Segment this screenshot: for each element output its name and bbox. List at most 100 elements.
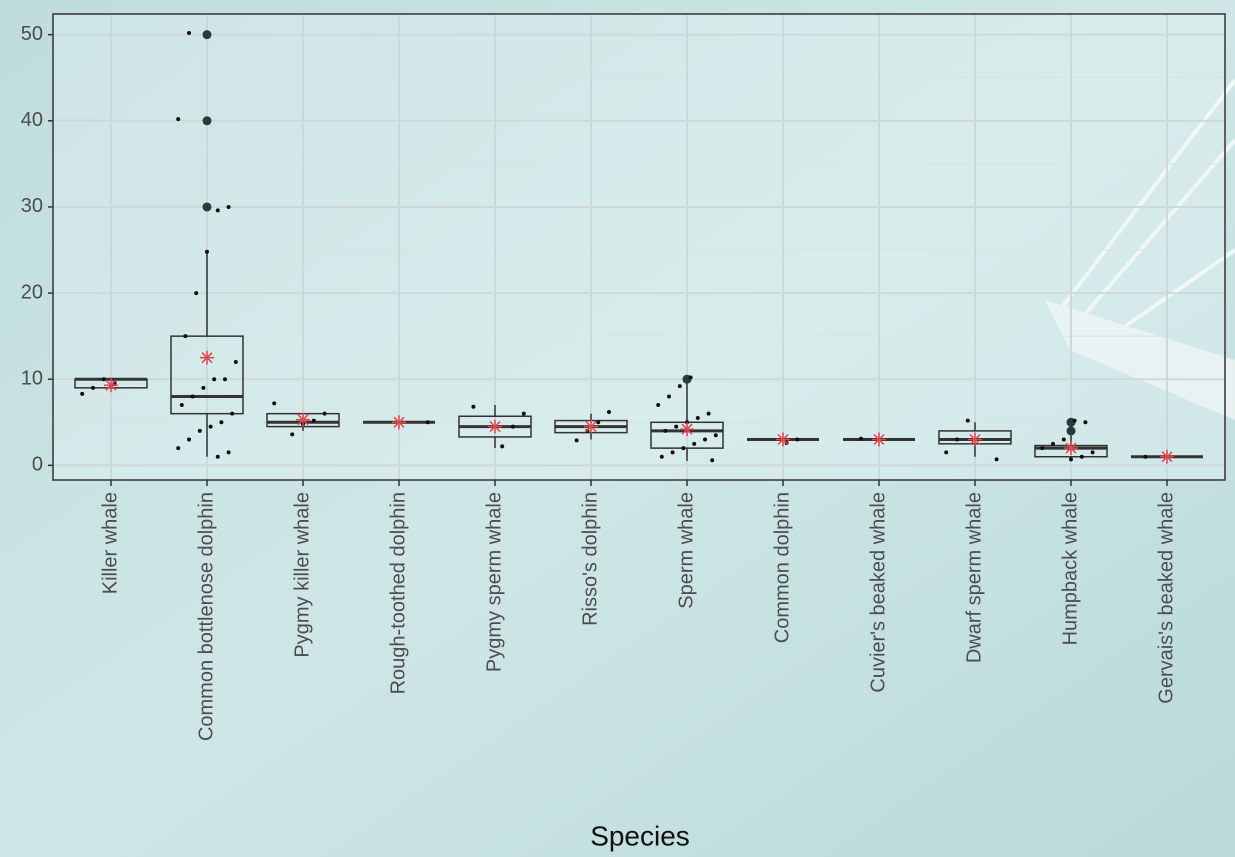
data-point — [671, 450, 675, 454]
x-tick-label: Pygmy killer whale — [291, 492, 313, 658]
x-tick-label: Common bottlenose dolphin — [195, 492, 217, 741]
x-tick-label: Sperm whale — [675, 492, 697, 609]
x-tick-label: Risso's dolphin — [579, 492, 601, 626]
data-point — [227, 450, 231, 454]
data-point — [272, 401, 276, 405]
mean-marker — [680, 422, 694, 436]
data-point — [212, 377, 216, 381]
data-point — [511, 425, 515, 429]
y-tick-label: 50 — [21, 23, 43, 45]
data-point — [180, 403, 184, 407]
data-point — [681, 446, 685, 450]
data-point — [191, 394, 195, 398]
outlier — [203, 30, 212, 39]
data-point — [859, 437, 863, 441]
data-point — [201, 386, 205, 390]
data-point — [689, 375, 693, 379]
x-tick-label: Pygmy sperm whale — [483, 492, 505, 672]
data-point — [80, 392, 84, 396]
x-tick-label: Common dolphin — [771, 492, 793, 643]
data-point — [955, 438, 959, 442]
data-point — [1091, 450, 1095, 454]
y-tick-label: 10 — [21, 368, 43, 390]
data-point — [216, 208, 220, 212]
y-tick-label: 20 — [21, 281, 43, 303]
y-tick-label: 40 — [21, 109, 43, 131]
mean-marker — [392, 415, 406, 429]
x-tick-label: Humpback whale — [1059, 492, 1081, 645]
outlier — [203, 116, 212, 125]
x-tick-label: Dwarf sperm whale — [963, 492, 985, 663]
x-tick-label: Gervais's beaked whale — [1155, 492, 1177, 704]
mean-marker — [488, 420, 502, 434]
data-point — [102, 377, 106, 381]
data-point — [710, 458, 714, 462]
data-point — [176, 117, 180, 121]
data-point — [663, 429, 667, 433]
mean-marker — [872, 433, 886, 447]
data-point — [966, 419, 970, 423]
data-point — [656, 403, 660, 407]
mean-marker — [584, 420, 598, 434]
data-point — [323, 412, 327, 416]
outlier — [203, 202, 212, 211]
data-point — [219, 420, 223, 424]
data-point — [707, 412, 711, 416]
data-point — [995, 457, 999, 461]
data-point — [522, 412, 526, 416]
data-point — [1080, 455, 1084, 459]
x-tick-label: Rough-toothed dolphin — [387, 492, 409, 694]
mean-marker — [968, 433, 982, 447]
data-point — [426, 420, 430, 424]
data-point — [312, 419, 316, 423]
y-tick-label: 30 — [21, 195, 43, 217]
data-point — [1062, 438, 1066, 442]
data-point — [230, 412, 234, 416]
data-point — [1051, 442, 1055, 446]
data-point — [205, 250, 209, 254]
data-point — [674, 425, 678, 429]
data-point — [1083, 420, 1087, 424]
data-point — [1073, 419, 1077, 423]
data-point — [176, 446, 180, 450]
data-point — [187, 31, 191, 35]
x-tick-label: Cuvier's beaked whale — [867, 492, 889, 693]
data-point — [227, 205, 231, 209]
outlier — [1067, 426, 1076, 435]
data-point — [183, 334, 187, 338]
data-point — [187, 438, 191, 442]
data-point — [596, 420, 600, 424]
data-point — [209, 425, 213, 429]
data-point — [660, 455, 664, 459]
data-point — [703, 438, 707, 442]
data-point — [223, 377, 227, 381]
mean-marker — [1160, 450, 1174, 464]
data-point — [198, 429, 202, 433]
data-point — [216, 455, 220, 459]
data-point — [91, 386, 95, 390]
data-point — [696, 416, 700, 420]
data-point — [607, 410, 611, 414]
data-point — [1143, 455, 1147, 459]
mean-marker — [776, 433, 790, 447]
x-axis-title: Species — [590, 820, 690, 851]
plot-panel — [53, 14, 1225, 480]
mean-marker — [104, 378, 118, 392]
data-point — [1069, 457, 1073, 461]
y-tick-label: 0 — [32, 454, 43, 476]
mean-marker — [1064, 441, 1078, 455]
mean-marker — [296, 413, 310, 427]
data-point — [290, 432, 294, 436]
data-point — [795, 438, 799, 442]
data-point — [234, 360, 238, 364]
data-point — [194, 291, 198, 295]
data-point — [692, 442, 696, 446]
x-tick-label: Killer whale — [99, 492, 121, 594]
data-point — [714, 433, 718, 437]
page: {"chart_data": {"type": "boxplot", "x_la… — [0, 0, 1235, 857]
data-point — [1040, 446, 1044, 450]
data-point — [667, 394, 671, 398]
data-point — [471, 405, 475, 409]
chart: Species 0 10 20 30 40 50 Killer whale Common bo… — [0, 0, 1235, 857]
mean-marker — [200, 351, 214, 365]
